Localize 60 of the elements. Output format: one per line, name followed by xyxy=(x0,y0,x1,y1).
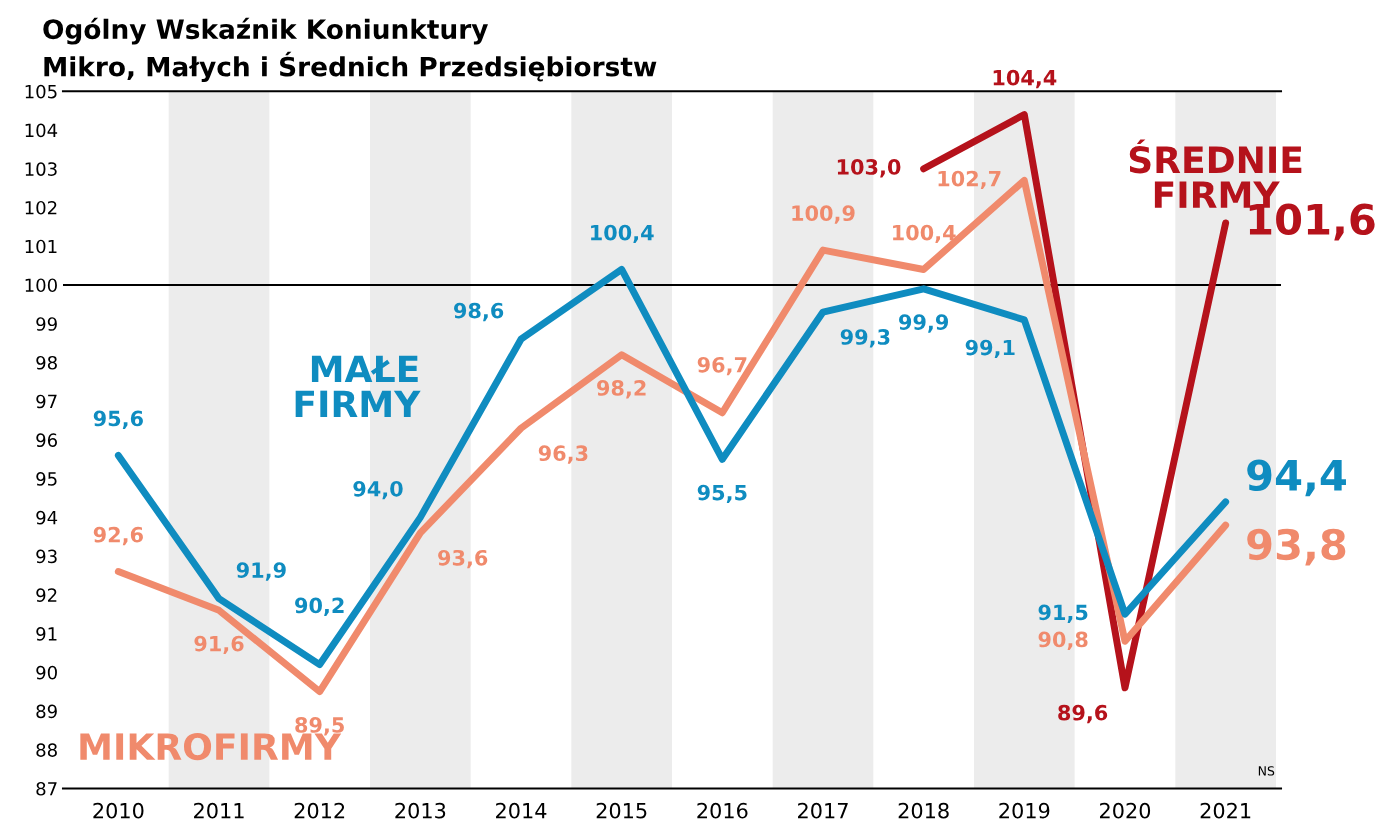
y-tick-label: 95 xyxy=(36,472,57,486)
y-tick-label: 90 xyxy=(36,665,57,680)
y-tick-label: 91 xyxy=(36,627,57,641)
data-label: 100,9 xyxy=(792,205,855,224)
x-tick-label: 2017 xyxy=(798,802,848,819)
y-tick-label: 92 xyxy=(36,588,57,602)
x-tick-label: 2014 xyxy=(496,802,547,819)
data-label: 104,4 xyxy=(993,69,1057,89)
annotation: NS xyxy=(1258,766,1275,776)
y-tick-label: 96 xyxy=(36,433,57,448)
data-label: 103,0 xyxy=(837,159,901,178)
y-tick-label: 101 xyxy=(25,239,57,254)
data-label: 102,7 xyxy=(938,170,1001,190)
x-tick-label: 2011 xyxy=(194,802,244,819)
data-label: 93,6 xyxy=(438,549,488,569)
x-tick-label: 2019 xyxy=(999,802,1050,819)
data-label: 91,5 xyxy=(1038,604,1088,623)
chart-title: Ogólny Wskaźnik Koniunktury Mikro, Małych i Średnich Przedsiębiorstw xyxy=(43,17,657,82)
data-label: 100,4 xyxy=(893,224,956,244)
series-label: MAŁE FIRMY xyxy=(295,355,421,417)
data-label: 98,6 xyxy=(454,302,504,322)
x-tick-label: 2018 xyxy=(898,802,949,819)
data-label: 96,3 xyxy=(538,445,588,464)
data-label: 90,2 xyxy=(295,597,344,616)
y-tick-label: 93 xyxy=(36,549,57,564)
data-label: 99,9 xyxy=(899,314,949,333)
y-tick-label: 105 xyxy=(25,84,57,99)
data-label: 92,6 xyxy=(93,526,143,546)
x-tick-label: 2013 xyxy=(395,802,446,819)
y-tick-label: 99 xyxy=(36,317,57,331)
data-label: 94,4 xyxy=(1247,459,1346,497)
y-tick-label: 102 xyxy=(25,200,57,215)
data-label: 95,6 xyxy=(93,410,143,430)
data-label: 96,7 xyxy=(697,356,747,376)
data-label: 89,6 xyxy=(1058,704,1108,724)
data-label: 91,9 xyxy=(236,562,286,581)
data-label: 99,3 xyxy=(840,329,890,348)
data-label: 94,0 xyxy=(353,480,403,500)
y-tick-label: 87 xyxy=(36,781,57,796)
x-tick-label: 2016 xyxy=(697,802,748,819)
y-tick-label: 103 xyxy=(25,162,57,176)
data-label: 90,8 xyxy=(1038,631,1088,651)
y-tick-label: 104 xyxy=(25,123,58,138)
data-label: 91,6 xyxy=(194,635,244,655)
y-tick-label: 98 xyxy=(36,355,57,370)
y-tick-label: 97 xyxy=(36,394,57,409)
x-tick-label: 2015 xyxy=(596,802,647,819)
x-tick-label: 2021 xyxy=(1200,802,1251,819)
y-tick-label: 94 xyxy=(36,510,58,525)
data-label: 95,5 xyxy=(697,484,747,504)
data-label: 100,4 xyxy=(591,224,654,244)
x-tick-label: 2010 xyxy=(93,802,144,819)
x-tick-label: 2020 xyxy=(1099,802,1151,819)
y-tick-label: 100 xyxy=(25,278,57,293)
y-tick-label: 88 xyxy=(36,743,57,757)
data-label: 93,8 xyxy=(1247,528,1346,566)
data-label: 99,1 xyxy=(965,339,1015,359)
data-label: 98,2 xyxy=(597,380,646,399)
y-tick-label: 89 xyxy=(36,704,57,719)
x-tick-label: 2012 xyxy=(294,802,345,819)
